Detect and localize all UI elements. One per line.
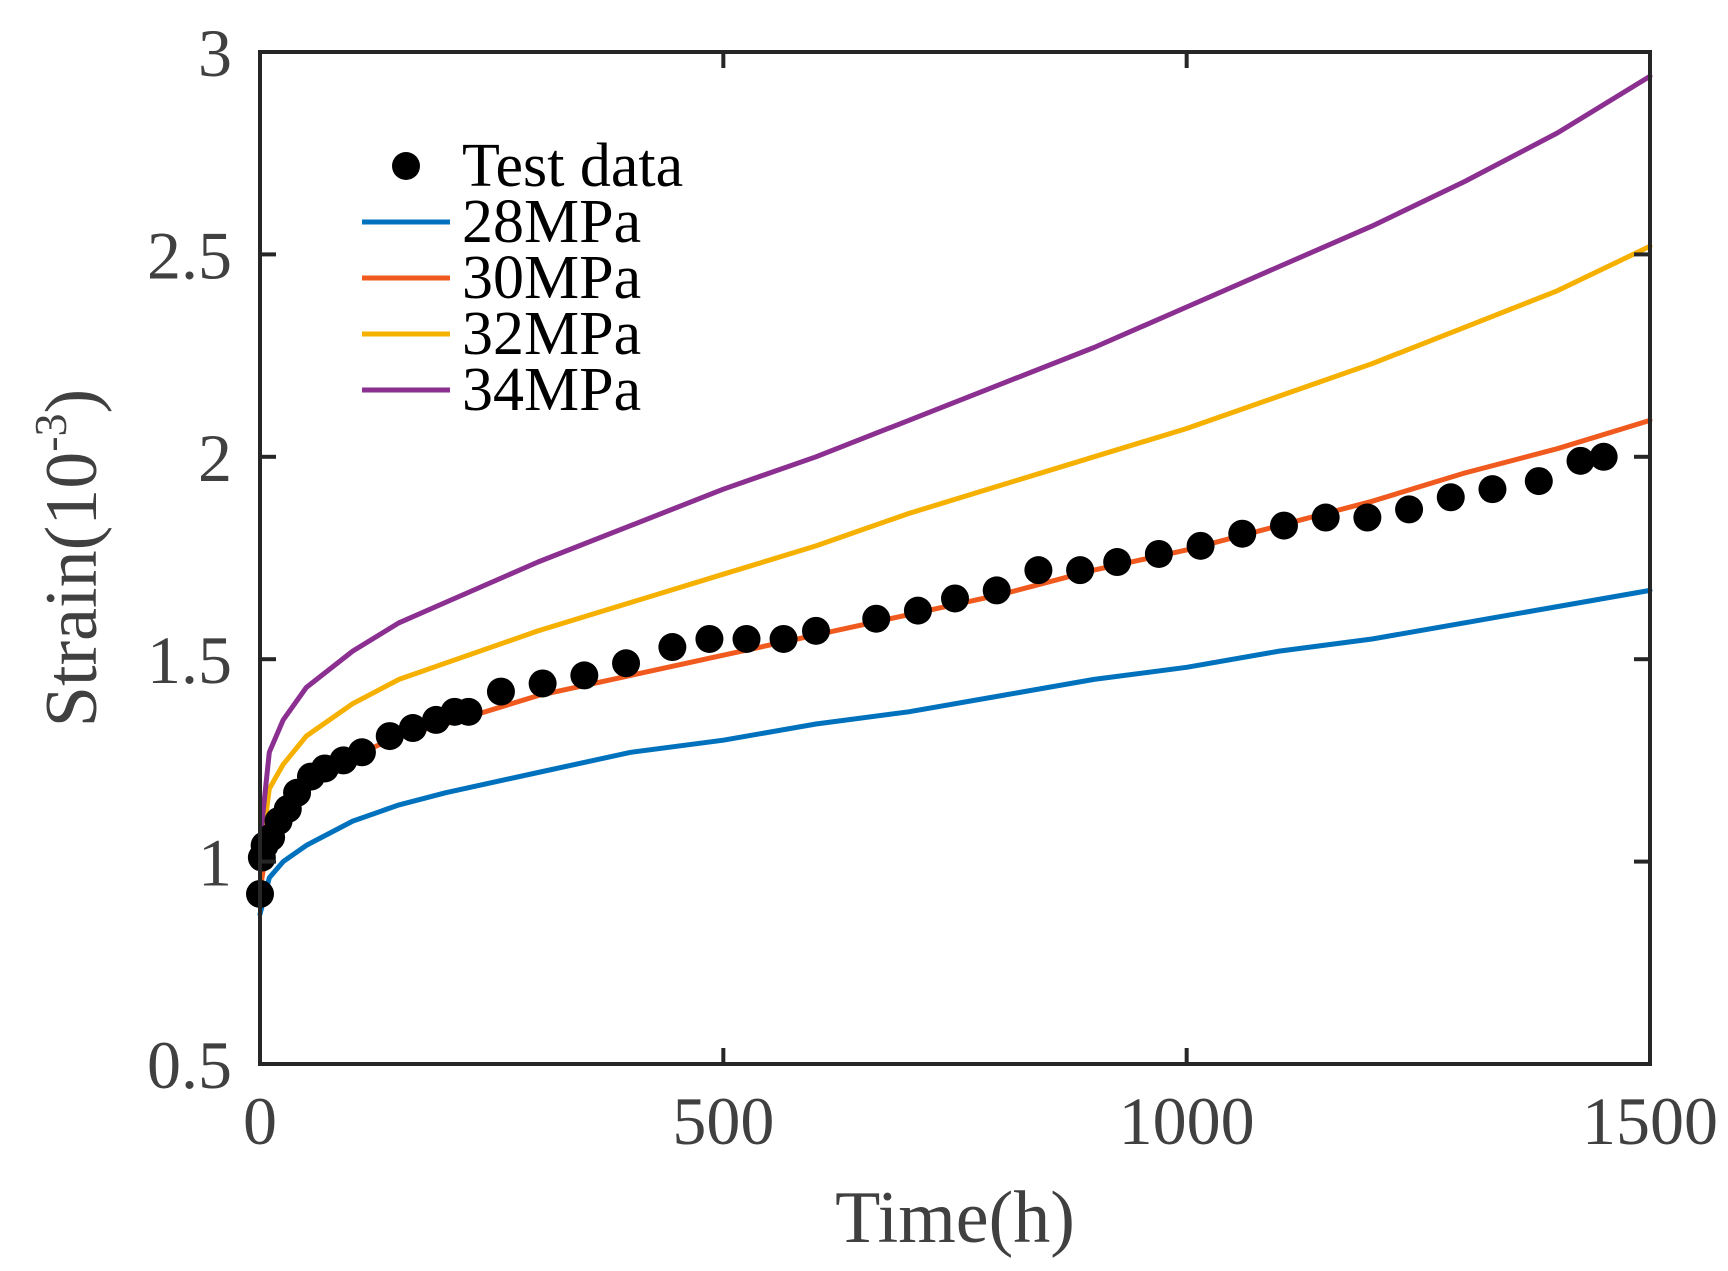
test-data-point [1066, 556, 1095, 585]
test-data-point [528, 669, 557, 698]
y-axis-label-main: Strain(10 [31, 452, 113, 727]
x-axis-label: Time(h) [835, 1177, 1075, 1259]
test-data-point [903, 596, 932, 625]
test-data-point [1524, 467, 1553, 496]
y-tick-label: 1 [198, 825, 232, 901]
x-tick-label: 0 [243, 1083, 277, 1159]
series-line-32MPa [257, 243, 1653, 865]
y-tick-label: 3 [198, 15, 232, 91]
test-data-point [1144, 539, 1173, 568]
test-data-point [658, 633, 687, 662]
series-line-28MPa [257, 587, 1653, 917]
test-data-point [1269, 511, 1298, 540]
legend-label-28MPa: 28MPa [462, 188, 641, 256]
y-tick-label: 1.5 [147, 622, 232, 698]
legend-marker-test-data [392, 152, 420, 180]
test-data-point [570, 661, 599, 690]
test-data-point [612, 649, 641, 678]
test-data-point [941, 584, 969, 613]
test-data-point [1311, 503, 1340, 532]
test-data-point [862, 604, 891, 633]
legend-label-32MPa: 32MPa [462, 300, 641, 368]
test-data-points [246, 442, 1618, 908]
plot-area [246, 73, 1653, 917]
test-data-point [982, 576, 1011, 605]
tick-labels: 0 500 1000 1500 0.5 1 1.5 2 2.5 3 [147, 15, 1718, 1159]
test-data-point [695, 624, 724, 653]
y-tick-label: 2.5 [147, 217, 232, 293]
test-data-point [1566, 446, 1595, 475]
x-tick-label: 1500 [1582, 1083, 1718, 1159]
test-data-point [769, 624, 798, 653]
test-data-point [398, 714, 427, 743]
axis-ticks [258, 50, 1652, 1066]
test-data-point [732, 624, 761, 653]
test-data-point [1103, 548, 1132, 577]
series-line-34MPa [257, 73, 1653, 844]
test-data-point [454, 697, 483, 726]
y-tick-label: 0.5 [147, 1027, 232, 1103]
legend-label-34MPa: 34MPa [462, 356, 641, 424]
legend-label-30MPa: 30MPa [462, 244, 641, 312]
test-data-point [1353, 503, 1382, 532]
axes-frame [258, 50, 1652, 1066]
test-data-point [1024, 556, 1053, 585]
test-data-point [486, 677, 515, 706]
test-data-point [375, 722, 404, 751]
x-tick-label: 500 [672, 1083, 774, 1159]
test-data-point [1589, 442, 1618, 471]
y-tick-label: 2 [198, 420, 232, 496]
test-data-point [1478, 475, 1507, 504]
y-axis-label-close: ) [31, 389, 113, 414]
test-data-point [1436, 483, 1465, 512]
test-data-point [1395, 495, 1424, 524]
y-axis-label: Strain(10-3) [25, 389, 113, 727]
test-data-point [802, 616, 830, 645]
legend-label-test-data: Test data [462, 132, 683, 200]
test-data-point [347, 738, 376, 767]
x-tick-label: 1000 [1119, 1083, 1255, 1159]
y-axis-label-exponent: -3 [25, 413, 76, 451]
test-data-point [1186, 531, 1215, 560]
test-data-point [1228, 519, 1257, 548]
